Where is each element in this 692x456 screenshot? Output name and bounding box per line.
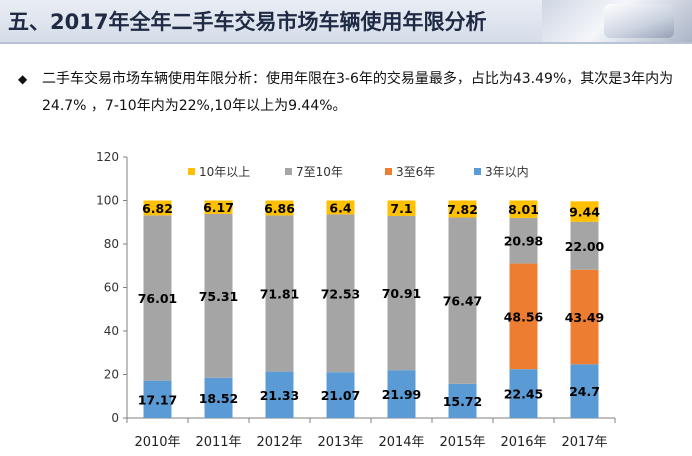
chart-axes: 0 20 40 60 80 100 120 2010年 2011年 2012年 2013年 2014年… (96, 150, 616, 450)
legend-swatch (285, 168, 292, 175)
y-tick-label: 20 (104, 368, 119, 382)
data-label: 8.01 (508, 202, 539, 217)
data-label: 20.98 (504, 234, 544, 249)
x-tick-label: 2010年 (134, 435, 180, 450)
diamond-bullet-icon: ◆ (18, 72, 28, 86)
data-label: 43.49 (565, 310, 605, 325)
data-label: 18.52 (199, 391, 239, 406)
bar-segment (387, 215, 416, 371)
bar-segment (265, 215, 294, 372)
legend-swatch (188, 168, 195, 175)
data-label: 9.44 (569, 205, 600, 220)
data-label: 21.33 (260, 388, 300, 403)
bar-segment (570, 269, 599, 365)
bar-segment (509, 217, 538, 264)
y-tick-label: 60 (104, 281, 119, 295)
bar-segment (509, 263, 538, 370)
summary-text: 二手车交易市场车辆使用年限分析：使用年限在3-6年的交易量最多，占比为43.49… (42, 71, 674, 114)
bar-segment (387, 370, 416, 418)
data-label: 75.31 (199, 289, 239, 304)
x-tick-label: 2015年 (439, 435, 485, 450)
bar-segment (143, 200, 172, 216)
legend-label: 10年以上 (199, 165, 250, 179)
x-tick-label: 2013年 (317, 435, 363, 450)
data-label: 21.07 (321, 388, 361, 403)
data-label: 72.53 (321, 286, 361, 301)
bar-segment (387, 200, 416, 216)
data-label: 76.47 (443, 294, 483, 309)
y-tick-label: 0 (111, 411, 119, 425)
data-label: 7.82 (447, 202, 478, 217)
data-label: 6.86 (264, 201, 295, 216)
data-label: 7.1 (390, 201, 412, 216)
header-bar: 五、2017年全年二手车交易市场车辆使用年限分析 (0, 0, 692, 44)
data-label: 22.00 (565, 239, 605, 254)
bar-segment (204, 200, 233, 214)
bar-segment (570, 364, 599, 418)
x-tick-label: 2011年 (195, 435, 241, 450)
bar-segment (509, 200, 538, 218)
data-label: 21.99 (382, 387, 422, 402)
data-label: 71.81 (260, 287, 300, 302)
bar-segment (570, 201, 599, 222)
bar-segment (265, 200, 294, 216)
bar-segment (204, 213, 233, 378)
bar-segment (326, 200, 355, 215)
legend-label: 3至6年 (396, 165, 435, 179)
legend-swatch (474, 168, 481, 175)
data-label: 6.4 (329, 200, 351, 215)
bar-segment (326, 372, 355, 418)
y-tick-label: 100 (96, 194, 119, 208)
x-tick-label: 2016年 (500, 435, 546, 450)
chart-data-labels: 17.17 76.01 6.82 18.52 75.31 6.17 21.33 71.81 6.… (138, 200, 605, 409)
legend-label: 7至10年 (296, 165, 343, 179)
x-tick-label: 2014年 (378, 435, 424, 450)
data-label: 24.7 (569, 384, 600, 399)
y-tick-label: 80 (104, 237, 119, 251)
bar-segment (448, 200, 477, 218)
chart-legend: 10年以上 7至10年 3至6年 3年以内 (188, 165, 529, 179)
y-tick-label: 40 (104, 324, 119, 338)
bar-segment (509, 369, 538, 418)
data-label: 22.45 (504, 387, 544, 402)
bar-segment (448, 217, 477, 384)
bar-segment (143, 215, 172, 381)
x-tick-label: 2017年 (561, 435, 607, 450)
x-tick-label: 2012年 (256, 435, 302, 450)
data-label: 6.82 (142, 201, 173, 216)
bar-segment (204, 377, 233, 418)
legend-swatch (385, 168, 392, 175)
chart-bars (143, 200, 599, 418)
bar-segment (326, 214, 355, 373)
data-label: 15.72 (443, 394, 483, 409)
y-tick-label: 120 (96, 150, 119, 164)
legend-label: 3年以内 (485, 165, 529, 179)
bar-segment (570, 221, 599, 270)
summary-paragraph: ◆ 二手车交易市场车辆使用年限分析：使用年限在3-6年的交易量最多，占比为43.… (18, 66, 678, 120)
bar-segment (143, 380, 172, 418)
data-label: 48.56 (504, 309, 544, 324)
data-label: 70.91 (382, 286, 422, 301)
data-label: 6.17 (203, 200, 234, 215)
data-label: 17.17 (138, 392, 178, 407)
page-title: 五、2017年全年二手车交易市场车辆使用年限分析 (8, 10, 487, 34)
header-decoration-shape (604, 4, 674, 38)
bar-segment (448, 383, 477, 418)
bar-segment (265, 371, 294, 418)
data-label: 76.01 (138, 291, 178, 306)
